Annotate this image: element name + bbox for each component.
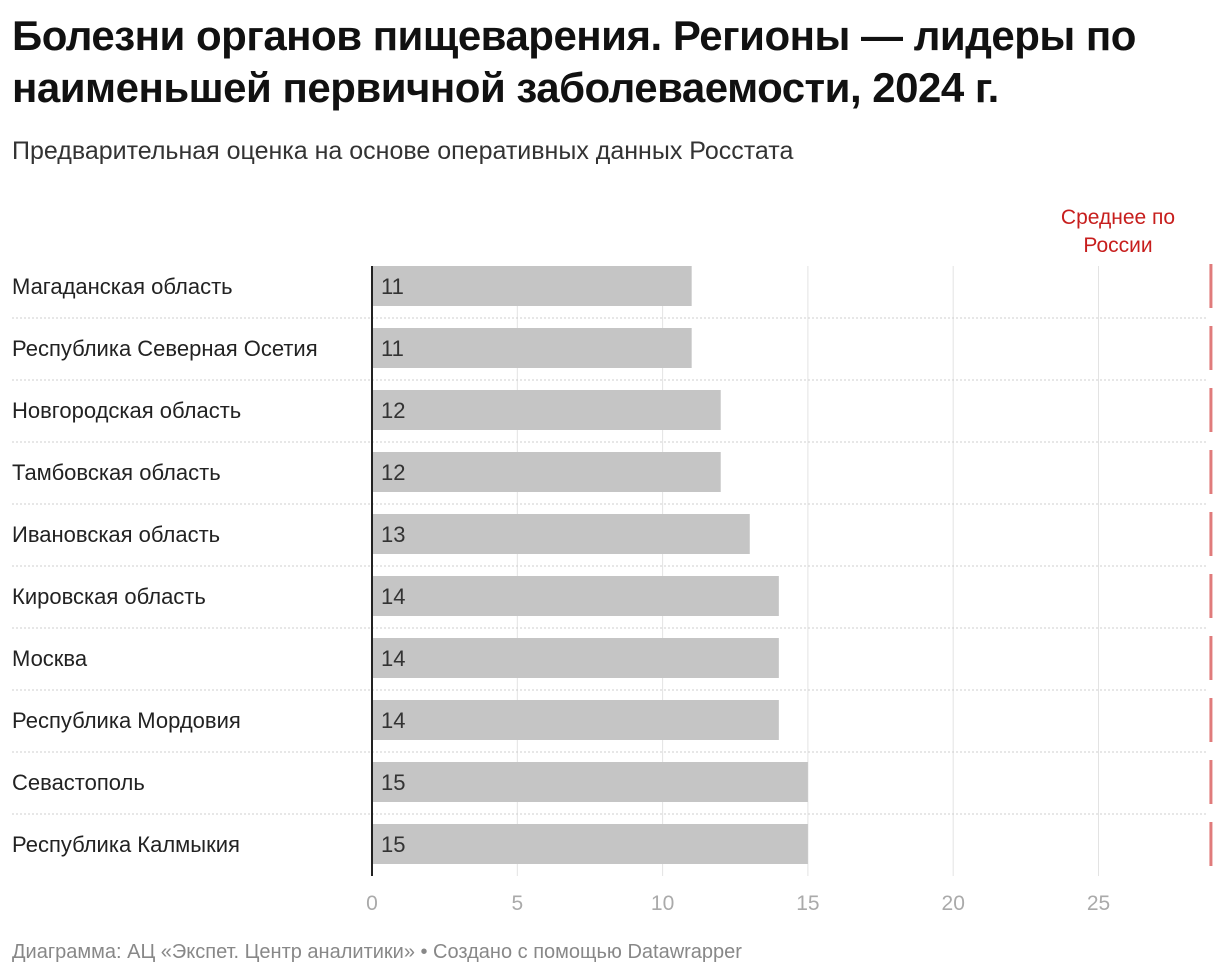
category-label: Республика Мордовия: [12, 708, 241, 733]
bar: [372, 514, 750, 554]
chart-footer: Диаграмма: АЦ «Экспет. Центр аналитики» …: [12, 941, 742, 963]
bar: [372, 390, 721, 430]
average-line-segment: [1209, 388, 1213, 432]
category-label: Магаданская область: [12, 274, 233, 299]
x-tick-label: 25: [1087, 892, 1110, 910]
bar-chart: 0 5 10 15 20 25 Магаданская область 11 Республик…: [12, 264, 1213, 910]
average-line-segment: [1209, 574, 1213, 618]
bar: [372, 824, 808, 864]
value-label: 14: [381, 708, 405, 733]
bar: [372, 638, 779, 678]
value-label: 14: [381, 584, 405, 609]
average-line-segment: [1209, 450, 1213, 494]
average-line-segment: [1209, 698, 1213, 742]
bar: [372, 452, 721, 492]
chart-title: Болезни органов пищеварения. Регионы — л…: [12, 12, 1136, 111]
value-label: 13: [381, 522, 405, 547]
x-tick-label: 5: [511, 892, 523, 910]
value-label: 15: [381, 832, 405, 857]
bar: [372, 328, 692, 368]
bar: [372, 576, 779, 616]
value-label: 11: [381, 336, 404, 361]
bar: [372, 762, 808, 802]
average-label: Среднее по России: [1060, 206, 1176, 257]
category-label: Республика Северная Осетия: [12, 336, 318, 361]
value-label: 12: [381, 398, 405, 423]
category-label: Новгородская область: [12, 398, 241, 423]
category-label: Ивановская область: [12, 522, 220, 547]
value-label: 14: [381, 646, 405, 671]
average-line-segment: [1209, 760, 1213, 804]
category-label: Севастополь: [12, 770, 145, 795]
value-label: 15: [381, 770, 405, 795]
x-tick-label: 15: [796, 892, 819, 910]
chart-subtitle: Предварительная оценка на основе операти…: [12, 137, 794, 165]
average-line-segment: [1209, 636, 1213, 680]
bar: [372, 266, 692, 306]
category-label: Кировская область: [12, 584, 206, 609]
value-label: 12: [381, 460, 405, 485]
average-line-segment: [1209, 512, 1213, 556]
category-label: Москва: [12, 646, 88, 671]
x-tick-label: 20: [942, 892, 965, 910]
bar: [372, 700, 779, 740]
category-label: Тамбовская область: [12, 460, 221, 485]
average-line-segment: [1209, 326, 1213, 370]
x-tick-label: 10: [651, 892, 674, 910]
category-label: Республика Калмыкия: [12, 832, 240, 857]
x-tick-label: 0: [366, 892, 378, 910]
average-line-segment: [1209, 822, 1213, 866]
average-line-segment: [1209, 264, 1213, 308]
value-label: 11: [381, 274, 404, 299]
